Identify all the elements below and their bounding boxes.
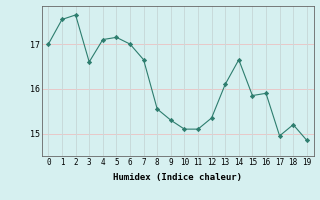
X-axis label: Humidex (Indice chaleur): Humidex (Indice chaleur) bbox=[113, 173, 242, 182]
